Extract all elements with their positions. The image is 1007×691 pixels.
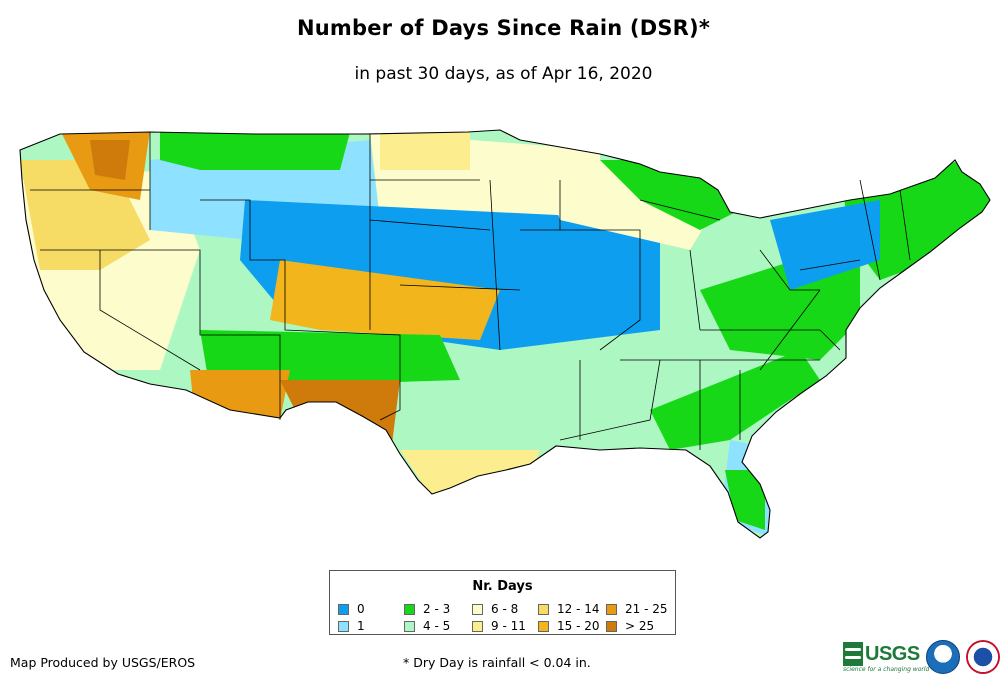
region-colorado-days-15-20 [270,260,500,340]
state-boundaries [19,129,991,539]
region-oregon-core-days-25plus [90,140,130,180]
legend-item: 2 - 3 [404,602,450,616]
usgs-tagline: science for a changing world [843,666,930,673]
legend-swatch [338,603,349,615]
legend-swatch [404,603,415,615]
legend-label: 2 - 3 [423,602,451,616]
map-subtitle: in past 30 days, as of Apr 16, 2020 [354,64,653,84]
legend-item: 15 - 20 [538,619,600,633]
legend-swatch [338,620,349,632]
nws-logo-icon [966,640,1000,674]
usgs-wave-icon [843,642,863,666]
agency-logos: USGS science for a changing world [843,638,1003,678]
legend-label: 15 - 20 [557,619,600,633]
map-credit: Map Produced by USGS/EROS [10,655,196,670]
legend-label: > 25 [625,619,655,633]
legend-swatch [538,603,549,615]
usgs-logo-icon: USGS [843,642,920,666]
legend-title: Nr. Days [472,579,533,594]
map-footnote: * Dry Day is rainfall < 0.04 in. [403,655,591,670]
legend-label: 12 - 14 [557,602,600,616]
legend-label: 6 - 8 [491,602,519,616]
legend-item: 6 - 8 [472,602,518,616]
legend-label: 9 - 11 [491,619,526,633]
map-title: Number of Days Since Rain (DSR)* [296,16,711,40]
legend-swatch [538,620,549,632]
legend-item: 4 - 5 [404,619,450,633]
region-arizona-days-21-25 [190,370,290,420]
legend-label: 4 - 5 [423,619,451,633]
legend-label: 21 - 25 [625,602,668,616]
legend-label: 0 [357,602,365,616]
legend-label: 1 [357,619,365,633]
region-ny-pa-days-0 [770,200,880,290]
legend-item: > 25 [606,619,654,633]
us-map [19,129,991,539]
legend-item: 12 - 14 [538,602,600,616]
legend-item: 1 [338,619,365,633]
region-carolinas-georgia-days-2-3 [650,350,820,450]
noaa-logo-icon [926,640,960,674]
region-montana-days-2-3 [160,132,350,170]
legend-swatch [472,620,483,632]
us-outline [19,129,991,539]
usgs-logo-text: USGS [865,642,920,665]
legend-swatch [404,620,415,632]
region-west-texas-days-25plus [280,380,400,460]
legend-item: 0 [338,602,365,616]
legend: Nr. Days 0 1 2 - 3 4 - 5 6 - 8 9 - 11 12… [329,570,676,635]
region-nd-days-9-11 [380,132,470,170]
legend-item: 21 - 25 [606,602,668,616]
legend-swatch [606,603,617,615]
legend-item: 9 - 11 [472,619,526,633]
legend-swatch [606,620,617,632]
dsr-fill-layer [20,130,990,538]
legend-swatch [472,603,483,615]
